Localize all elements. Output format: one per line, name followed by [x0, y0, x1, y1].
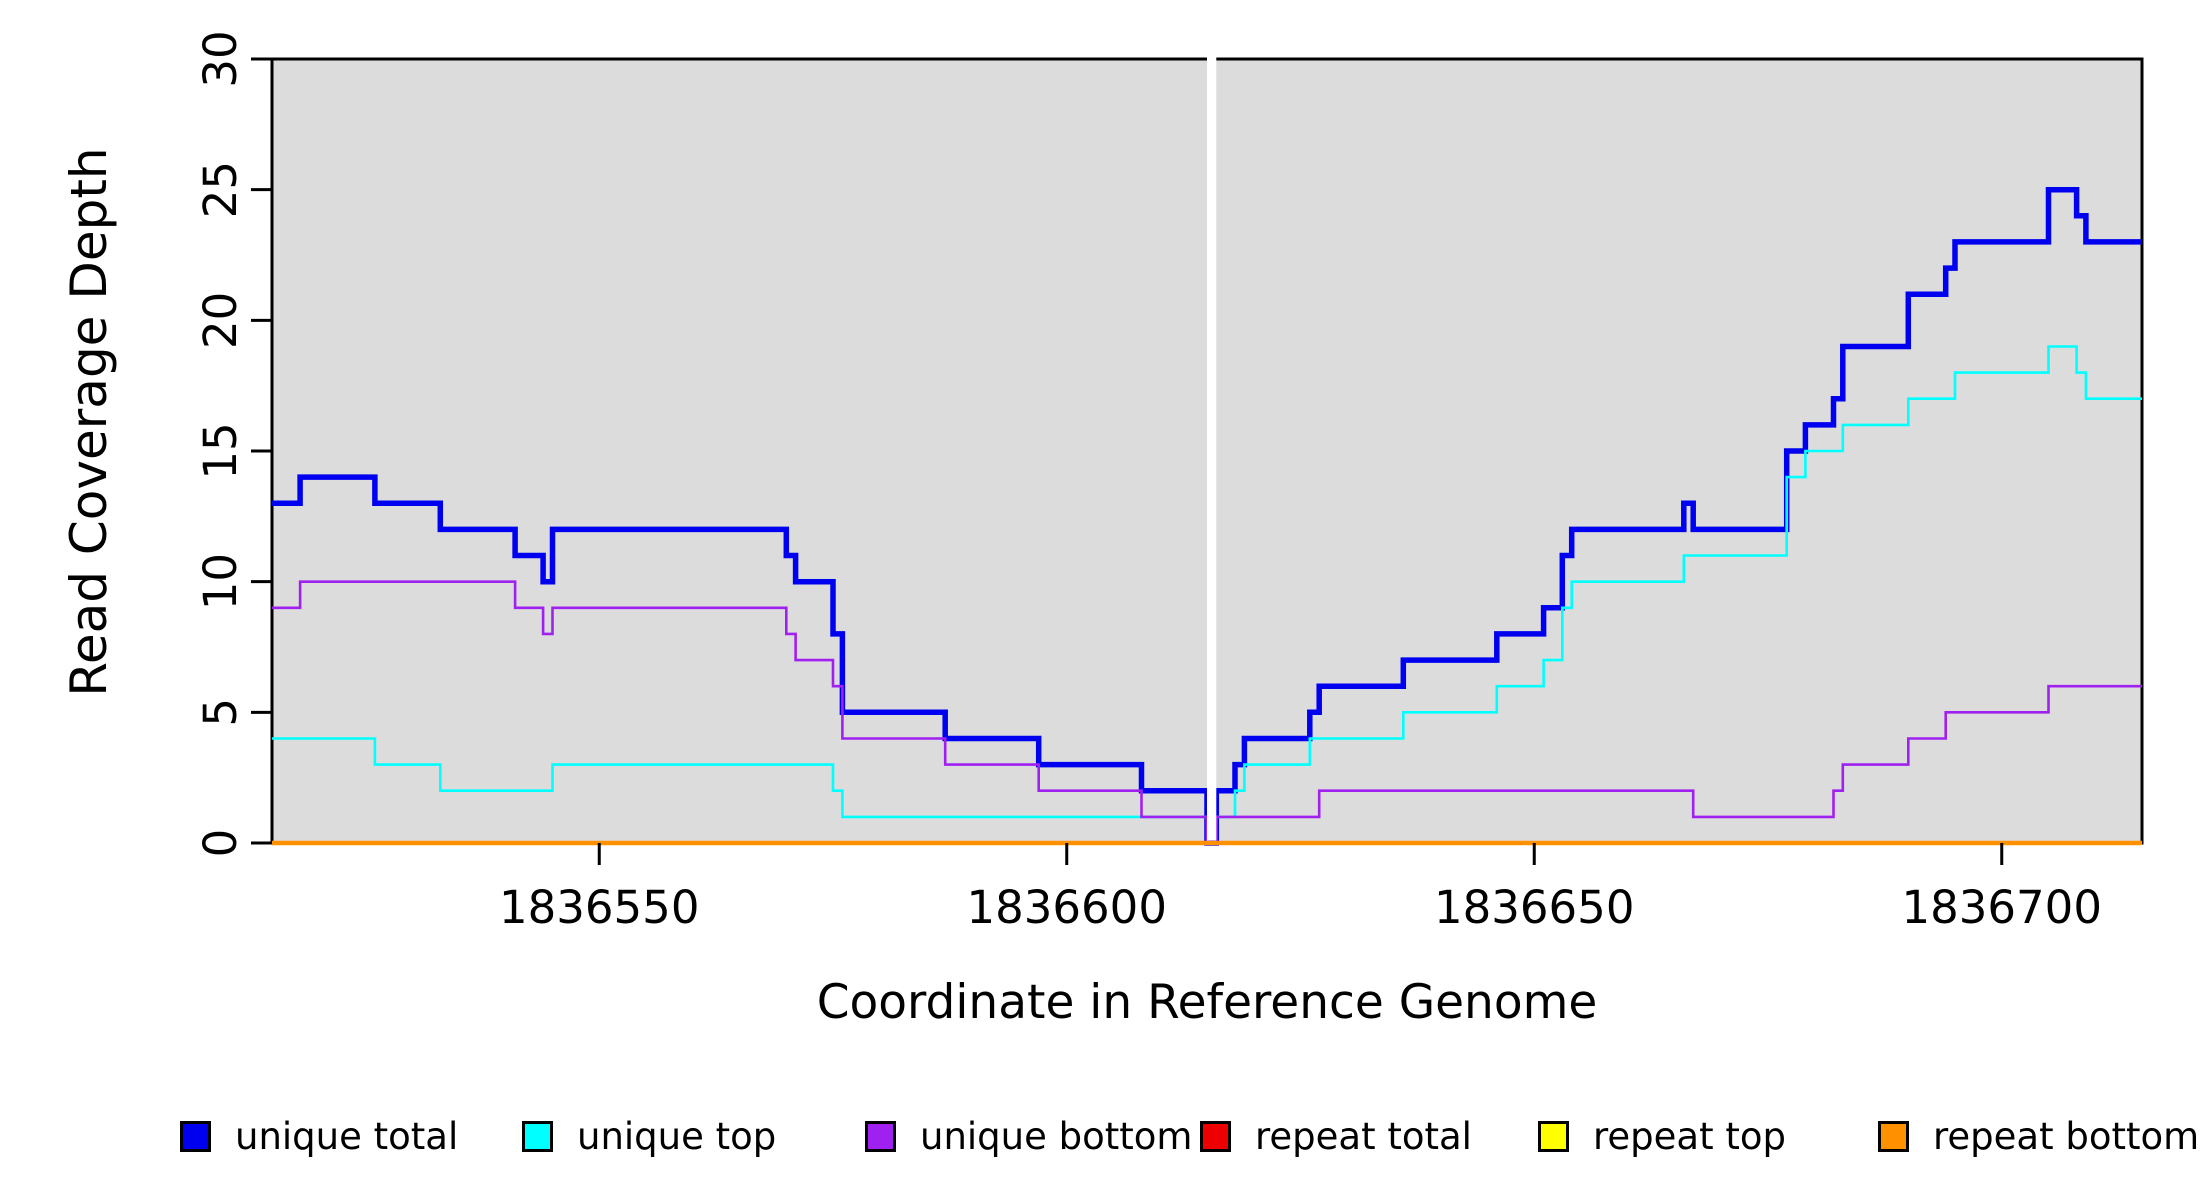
y-tick-label: 30: [194, 30, 247, 87]
gap-line: [1207, 56, 1217, 841]
legend-item-unique-total: unique total: [180, 1108, 458, 1164]
y-tick-label: 5: [194, 698, 247, 727]
legend-label: repeat bottom: [1933, 1114, 2200, 1158]
legend-label: repeat total: [1255, 1114, 1472, 1158]
x-tick-label: 1836700: [1902, 881, 2102, 934]
legend-item-repeat-bottom: repeat bottom: [1878, 1108, 2199, 1164]
legend-swatch-repeat-bottom: [1878, 1120, 1909, 1152]
y-tick-label: 25: [194, 161, 247, 218]
x-tick-label: 1836600: [967, 881, 1167, 934]
legend-item-repeat-total: repeat total: [1200, 1108, 1472, 1164]
legend-swatch-unique-top: [522, 1120, 553, 1152]
x-tick-label: 1836650: [1434, 881, 1634, 934]
legend-label: unique bottom: [920, 1114, 1193, 1158]
x-tick-label: 1836550: [499, 881, 699, 934]
y-tick-label: 15: [194, 422, 247, 479]
legend-label: repeat top: [1593, 1114, 1786, 1158]
y-tick-label: 0: [194, 829, 247, 858]
y-tick-label: 10: [194, 553, 247, 610]
legend-swatch-repeat-total: [1200, 1120, 1231, 1152]
series-unique-top: [272, 345, 2142, 845]
series-unique-total: [272, 186, 2142, 846]
legend-swatch-unique-bottom: [865, 1120, 896, 1152]
series-unique-bottom: [272, 580, 2142, 845]
legend-swatch-repeat-top: [1538, 1120, 1569, 1152]
legend-item-unique-top: unique top: [522, 1108, 776, 1164]
legend-item-repeat-top: repeat top: [1538, 1108, 1786, 1164]
legend-label: unique top: [577, 1114, 777, 1158]
legend-label: unique total: [235, 1114, 459, 1158]
y-tick-label: 20: [194, 292, 247, 349]
legend-item-unique-bottom: unique bottom: [865, 1108, 1192, 1164]
y-axis-title: Read Coverage Depth: [60, 147, 118, 697]
chart-legend: unique total unique top unique bottom repea…: [0, 1108, 2200, 1164]
legend-swatch-unique-total: [180, 1120, 211, 1152]
x-axis-title: Coordinate in Reference Genome: [816, 975, 1598, 1030]
